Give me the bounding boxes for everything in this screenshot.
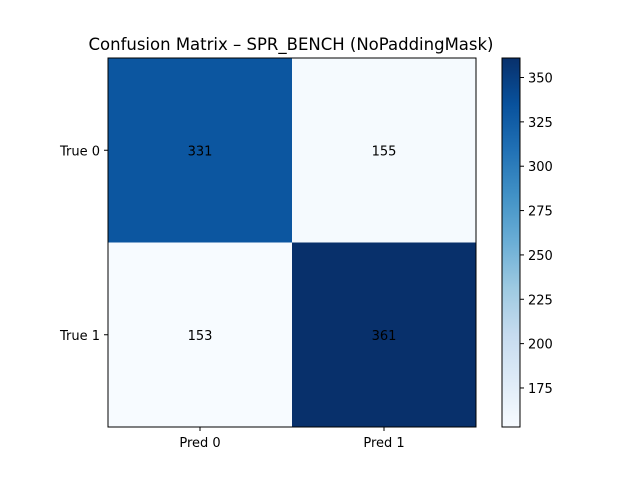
heatmap-cell xyxy=(292,242,476,427)
heatmap-cell-labels: 331 155 153 361 xyxy=(188,144,397,344)
cell-value-label: 153 xyxy=(188,329,213,344)
plot-frame xyxy=(107,57,477,428)
y-tick-label: True 0 xyxy=(59,144,100,159)
colorbar-tick-label: 350 xyxy=(528,72,553,87)
y-axis-ticks: True 0 True 1 xyxy=(59,144,108,344)
colorbar-tick-label: 200 xyxy=(528,338,553,353)
heatmap-cell xyxy=(292,58,476,243)
x-tick-label: Pred 0 xyxy=(179,436,220,451)
heatmap-cell xyxy=(108,58,292,243)
cell-value-label: 331 xyxy=(188,144,213,159)
chart-title: Confusion Matrix – SPR_BENCH (NoPaddingM… xyxy=(89,35,494,55)
y-tick-label: True 1 xyxy=(59,329,100,344)
colorbar-tick-label: 250 xyxy=(528,249,553,264)
colorbar-ticks: 175 200 225 250 275 300 325 350 xyxy=(520,72,553,397)
cell-value-label: 361 xyxy=(372,329,397,344)
colorbar-tick-label: 175 xyxy=(528,382,553,397)
x-axis-ticks: Pred 0 Pred 1 xyxy=(179,427,405,451)
heatmap-cell xyxy=(108,242,292,427)
colorbar-tick-label: 300 xyxy=(528,160,553,175)
colorbar-tick-label: 275 xyxy=(528,205,553,220)
colorbar-tick-label: 325 xyxy=(528,116,553,131)
heatmap-cells xyxy=(108,58,476,427)
colorbar xyxy=(501,57,521,428)
cell-value-label: 155 xyxy=(372,144,397,159)
colorbar-tick-label: 225 xyxy=(528,293,553,308)
x-tick-label: Pred 1 xyxy=(363,436,404,451)
